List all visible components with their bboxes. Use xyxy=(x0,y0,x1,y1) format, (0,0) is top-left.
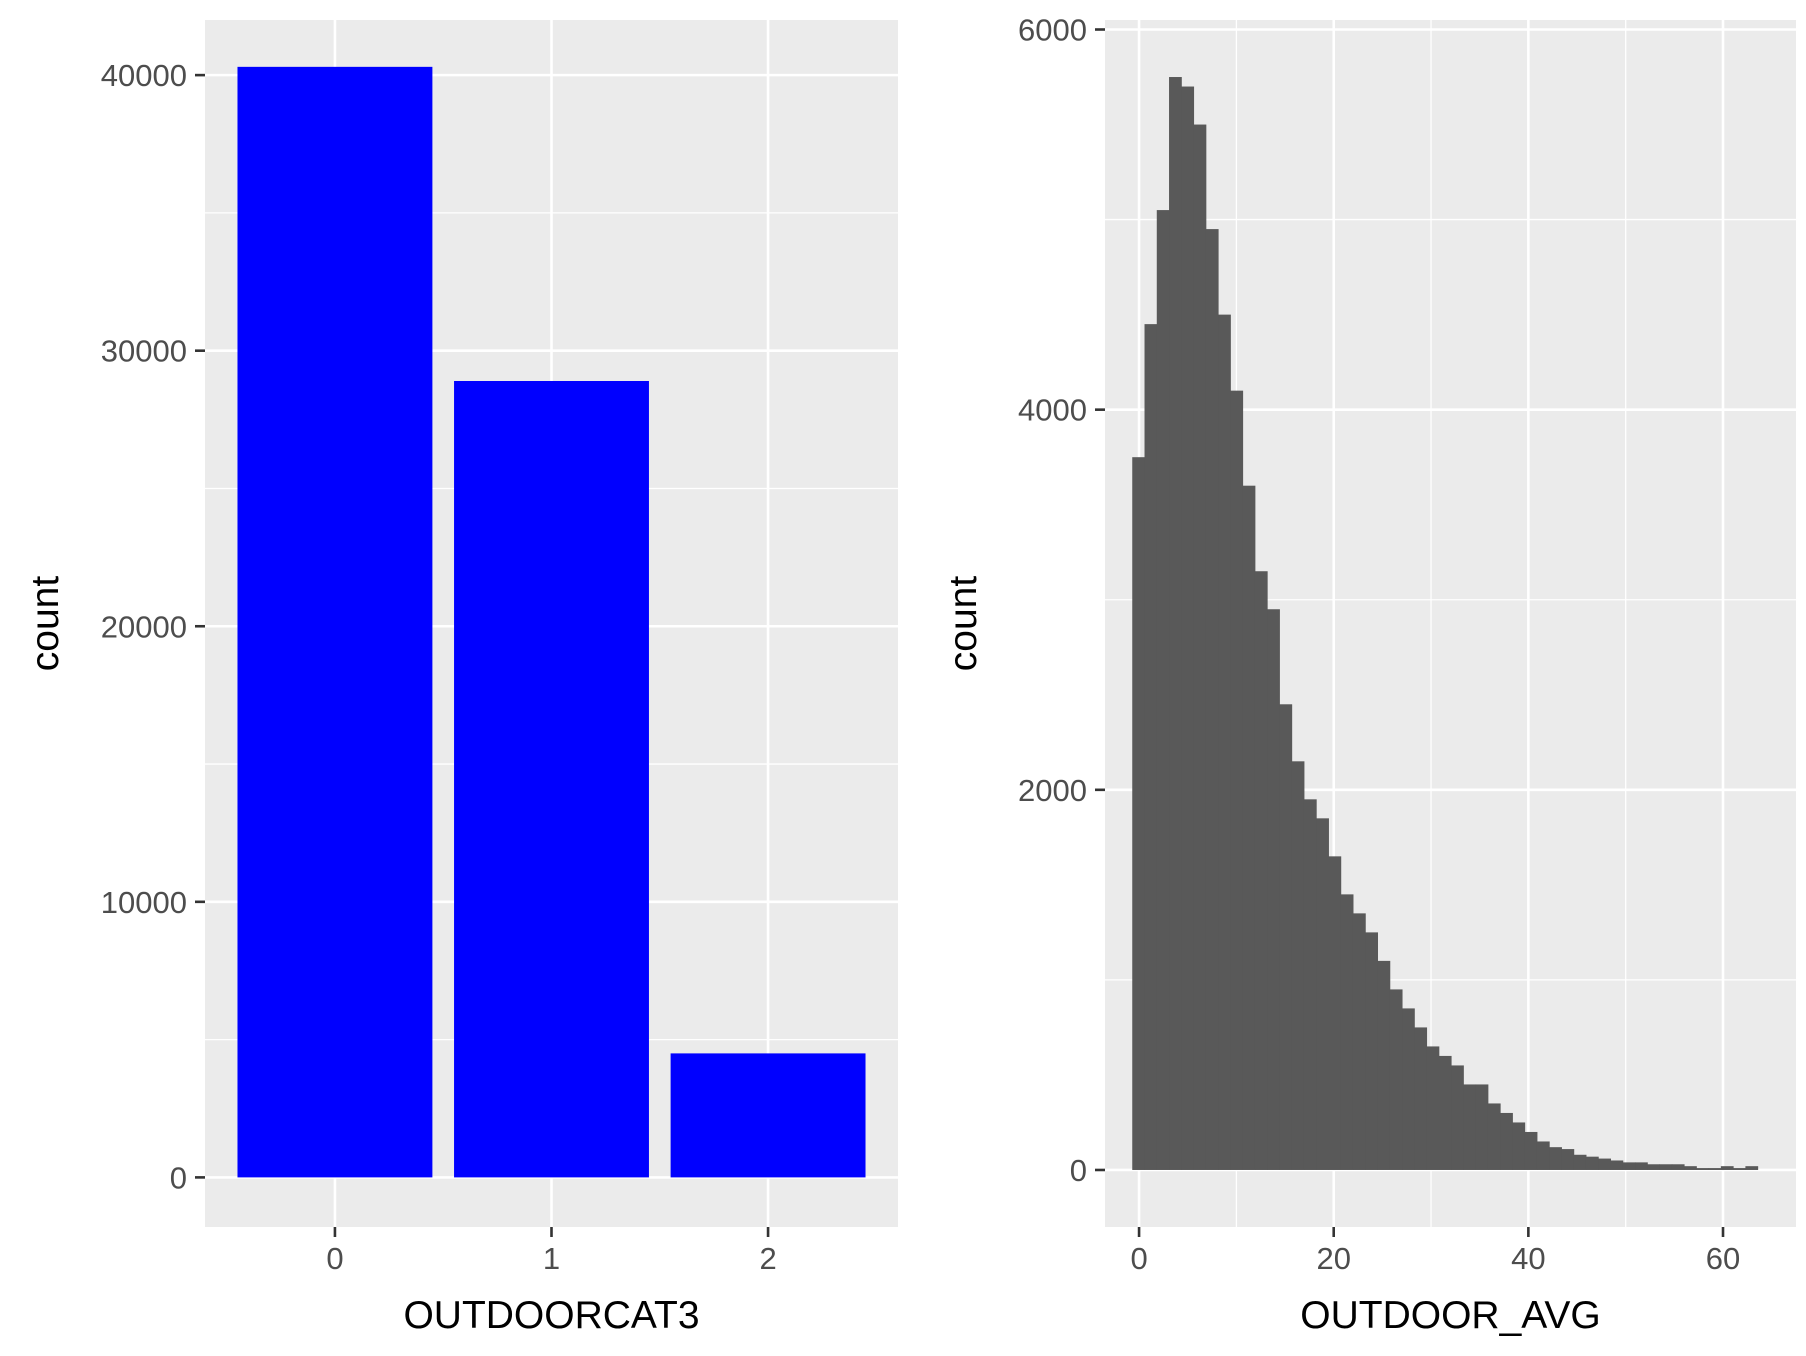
histogram-bin xyxy=(1696,1168,1710,1170)
histogram-bin xyxy=(1193,124,1207,1170)
left-chart-outdoorcat3: 0 10000 20000 30000 40000 0 1 2 OUTDOORCAT3 cou… xyxy=(24,20,898,1337)
left-chart-x-tick-label: 0 xyxy=(326,1241,343,1276)
right-chart-y-tick-label: 6000 xyxy=(1018,13,1087,48)
right-chart-x-tick-label: 40 xyxy=(1511,1241,1545,1276)
histogram-bin xyxy=(1647,1164,1661,1170)
histogram-bin xyxy=(1279,704,1293,1170)
histogram-bin xyxy=(1659,1164,1673,1170)
bar-category-1 xyxy=(454,380,649,1178)
histogram-bin xyxy=(1671,1164,1685,1170)
right-chart-histogram-bars xyxy=(1132,77,1759,1170)
left-chart-x-tick-label: 2 xyxy=(759,1241,776,1276)
histogram-bin xyxy=(1328,856,1342,1170)
left-chart-y-tick-label: 30000 xyxy=(101,334,187,369)
bar-category-0 xyxy=(237,66,433,1178)
histogram-bin xyxy=(1254,571,1268,1170)
histogram-bin xyxy=(1500,1112,1513,1170)
histogram-bin xyxy=(1733,1168,1746,1170)
histogram-bin xyxy=(1622,1162,1636,1170)
histogram-bin xyxy=(1414,1027,1428,1170)
histogram-bin xyxy=(1585,1156,1599,1170)
histogram-bin xyxy=(1684,1166,1697,1170)
histogram-bin xyxy=(1303,799,1317,1170)
histogram-bin xyxy=(1389,989,1403,1170)
left-chart-axes: 0 10000 20000 30000 40000 0 1 2 xyxy=(101,58,777,1276)
histogram-bin xyxy=(1438,1055,1452,1170)
histogram-bin xyxy=(1365,932,1379,1170)
right-chart-x-axis-title: OUTDOOR_AVG xyxy=(1300,1294,1600,1337)
histogram-bin xyxy=(1549,1147,1562,1170)
right-chart-x-tick-label: 20 xyxy=(1316,1241,1350,1276)
histogram-bin xyxy=(1573,1154,1587,1170)
histogram-bin xyxy=(1635,1162,1648,1170)
histogram-bin xyxy=(1745,1166,1759,1170)
histogram-bin xyxy=(1181,86,1195,1170)
left-chart-y-tick-label: 10000 xyxy=(101,885,187,920)
right-chart-y-tick-label: 4000 xyxy=(1018,393,1087,428)
histogram-bin xyxy=(1316,818,1329,1170)
histogram-bin xyxy=(1610,1160,1624,1170)
histogram-bin xyxy=(1536,1141,1550,1170)
histogram-bin xyxy=(1230,390,1244,1170)
left-chart-y-axis-title: count xyxy=(24,576,67,672)
histogram-bin xyxy=(1156,210,1170,1170)
bar-category-2 xyxy=(670,1053,866,1178)
histogram-bin xyxy=(1377,960,1391,1170)
right-chart-x-tick-label: 60 xyxy=(1706,1241,1740,1276)
histogram-bin xyxy=(1267,609,1280,1170)
left-chart-bars xyxy=(237,66,866,1178)
histogram-bin xyxy=(1340,894,1354,1170)
histogram-bin xyxy=(1487,1103,1501,1170)
histogram-bin xyxy=(1144,324,1158,1170)
histogram-bin xyxy=(1720,1166,1734,1170)
histogram-bin xyxy=(1132,457,1146,1170)
left-chart-x-tick-label: 1 xyxy=(543,1241,560,1276)
histogram-bin xyxy=(1475,1084,1489,1170)
right-chart-y-axis-title: count xyxy=(942,576,985,672)
right-chart-y-tick-label: 0 xyxy=(1070,1153,1087,1188)
right-chart-x-tick-label: 0 xyxy=(1130,1241,1147,1276)
right-chart-outdoor-avg: 0 2000 4000 6000 0 20 40 60 OUTDOOR_AVG count xyxy=(942,13,1796,1337)
left-chart-y-tick-label: 20000 xyxy=(101,609,187,644)
histogram-bin xyxy=(1291,761,1305,1170)
histogram-bin xyxy=(1561,1149,1575,1170)
histogram-bin xyxy=(1512,1122,1526,1170)
histogram-bin xyxy=(1352,913,1366,1170)
histogram-bin xyxy=(1524,1131,1538,1170)
histogram-bin xyxy=(1426,1046,1440,1170)
right-chart-axes: 0 2000 4000 6000 0 20 40 60 xyxy=(1018,13,1740,1276)
histogram-bin xyxy=(1218,314,1231,1170)
histogram-bin xyxy=(1708,1168,1722,1170)
histogram-bin xyxy=(1205,229,1219,1170)
left-chart-y-tick-label: 40000 xyxy=(101,58,187,93)
histogram-bin xyxy=(1169,77,1182,1170)
histogram-bin xyxy=(1402,1008,1415,1170)
histogram-bin xyxy=(1463,1084,1477,1170)
histogram-bin xyxy=(1242,485,1256,1170)
left-chart-y-tick-label: 0 xyxy=(170,1160,187,1195)
right-chart-y-tick-label: 2000 xyxy=(1018,773,1087,808)
left-chart-x-axis-title: OUTDOORCAT3 xyxy=(403,1294,699,1337)
histogram-bin xyxy=(1451,1065,1464,1170)
histogram-bin xyxy=(1598,1158,1612,1170)
